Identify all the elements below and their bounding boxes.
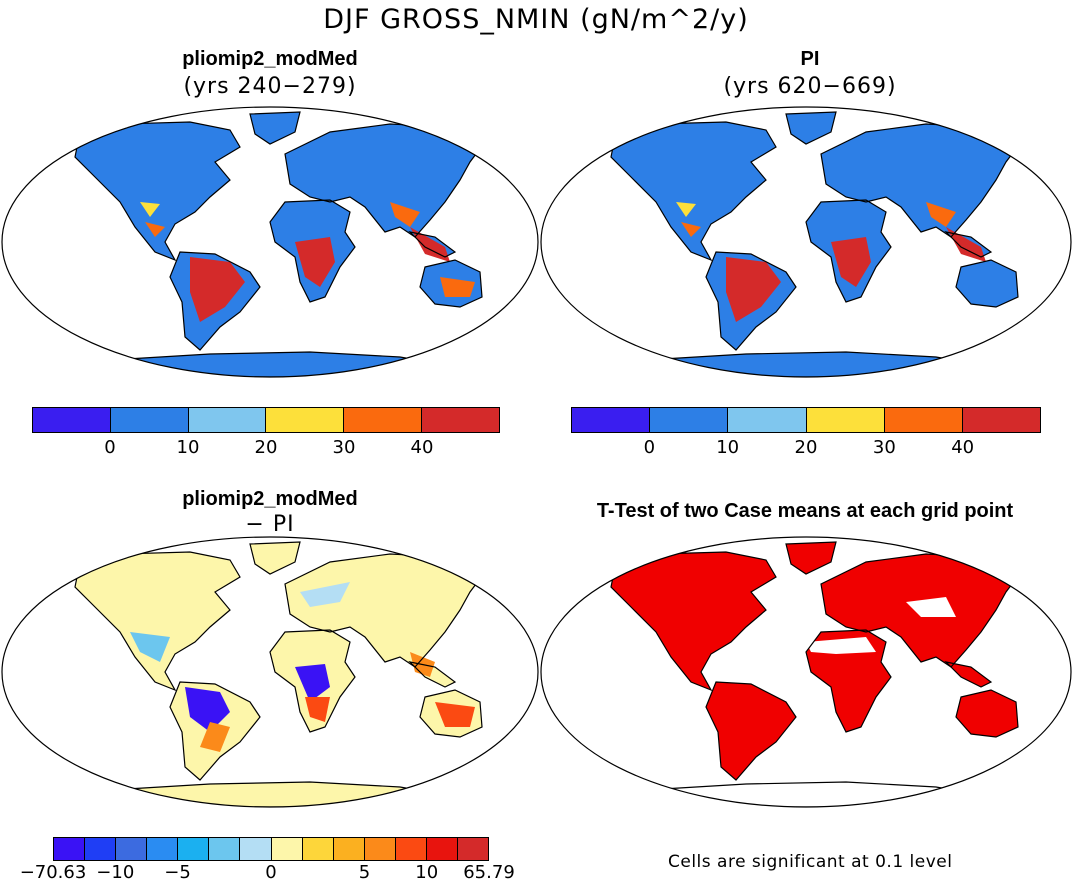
panel-3-title: pliomip2_modMed (182, 488, 358, 510)
colorbar-swatch (110, 408, 189, 432)
panel-4-title: T-Test of two Case means at each grid po… (596, 500, 1014, 522)
colorbar-swatch (572, 408, 651, 432)
colorbar-swatch (178, 838, 210, 860)
colorbar-tick-label: −5 (164, 862, 191, 883)
colorbar-tick-label: 0 (643, 437, 656, 458)
colorbar-swatch (209, 838, 241, 860)
colorbar-swatch (266, 408, 345, 432)
colorbar-swatch (426, 838, 459, 860)
colorbar-tick-label: 30 (332, 437, 356, 458)
colorbar-swatch (458, 838, 489, 860)
colorbar-tick-label: 0 (104, 437, 116, 458)
colorbar-swatch (422, 408, 499, 432)
colorbar-tick-label: −70.63 (19, 862, 87, 883)
colorbar-swatch (54, 838, 86, 860)
colorbar-swatch (364, 838, 396, 860)
colorbar-tick-label: 20 (794, 437, 818, 458)
colorbar-swatch (884, 408, 963, 432)
colorbar-difference (53, 837, 489, 861)
colorbar-swatch (650, 408, 729, 432)
colorbar-swatch (395, 838, 427, 860)
colorbar-tick-label: −10 (96, 862, 135, 883)
colorbar-swatch (240, 838, 272, 860)
panel-2-title: PI (800, 48, 820, 70)
colorbar-panel-1 (32, 407, 500, 433)
colorbar-tick-label: 40 (410, 437, 434, 458)
significance-note: Cells are significant at 0.1 level (668, 852, 953, 872)
colorbar-swatch (728, 408, 807, 432)
colorbar-swatch (962, 408, 1041, 432)
colorbar-swatch (333, 838, 365, 860)
colorbar-tick-label: 0 (265, 862, 277, 883)
colorbar-swatch (116, 838, 148, 860)
colorbar-tick-label: 10 (716, 437, 740, 458)
colorbar-swatch (33, 408, 111, 432)
colorbar-tick-label: 40 (951, 437, 975, 458)
colorbar-tick-label: 10 (176, 437, 200, 458)
colorbar-swatch (271, 838, 303, 860)
panel-3-subtitle: − PI (245, 512, 295, 537)
colorbar-swatch (85, 838, 117, 860)
panel-2-subtitle: (yrs 620−669) (723, 74, 897, 99)
panel-1-subtitle: (yrs 240−279) (183, 74, 357, 99)
colorbar-swatch (806, 408, 885, 432)
colorbar-tick-label: 65.79 (463, 862, 515, 883)
colorbar-swatch (344, 408, 423, 432)
main-title: DJF GROSS_NMIN (gN/m^2/y) (323, 4, 749, 35)
panel-1-title: pliomip2_modMed (182, 48, 358, 70)
colorbar-panel-2 (571, 407, 1041, 433)
colorbar-tick-label: 10 (415, 862, 439, 883)
colorbar-swatch (302, 838, 334, 860)
colorbar-tick-label: 5 (358, 862, 371, 883)
colorbar-swatch (188, 408, 267, 432)
colorbar-tick-label: 20 (254, 437, 278, 458)
colorbar-swatch (147, 838, 179, 860)
colorbar-tick-label: 30 (872, 437, 896, 458)
